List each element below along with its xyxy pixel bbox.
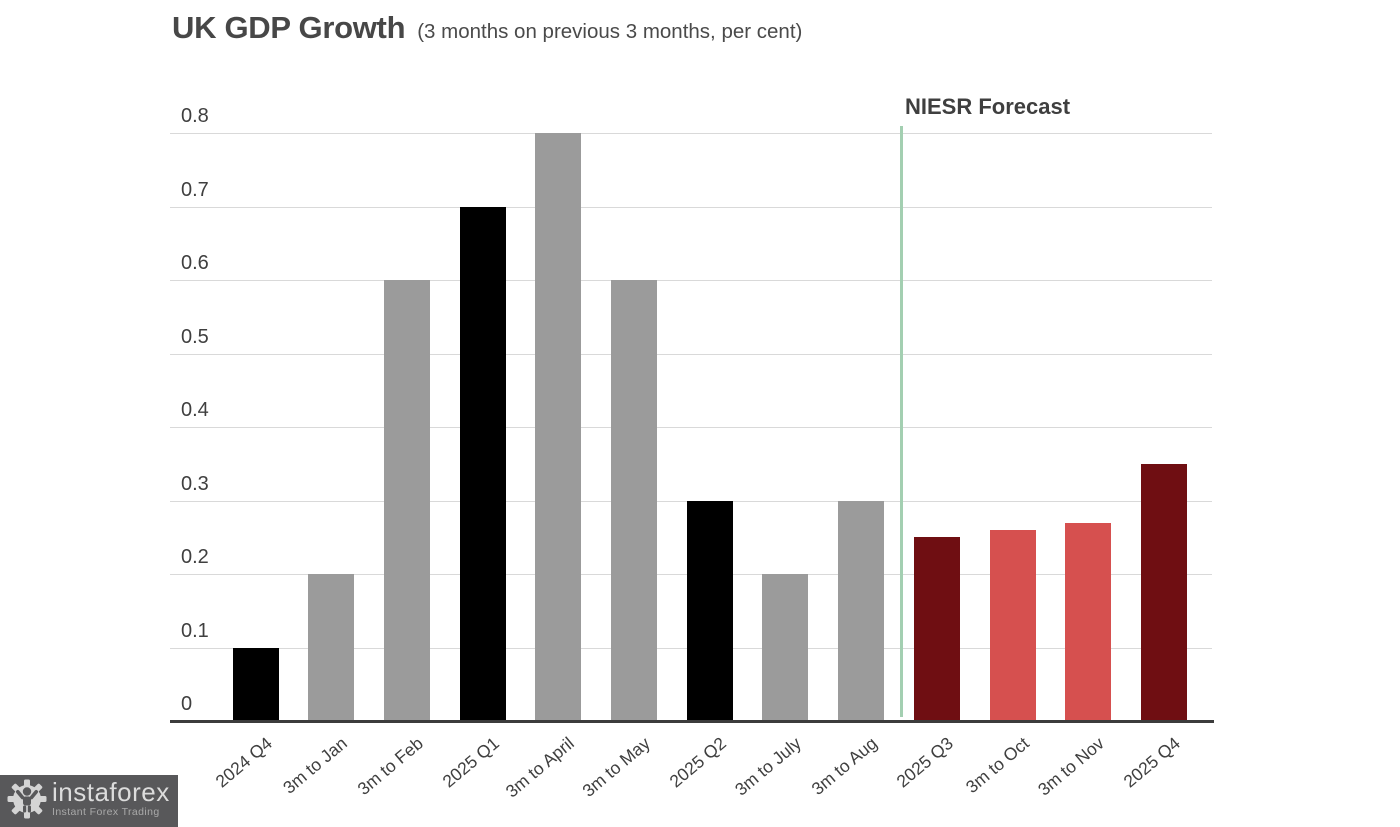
y-axis-tick-label-0: 0 (181, 693, 193, 715)
y-axis-tick-label-0.3: 0.3 (181, 472, 209, 495)
bar-2025-q2 (686, 500, 733, 721)
gridline-0.8 (170, 133, 1212, 134)
x-axis-label-3m-to-jan: 3m to Jan (279, 733, 352, 798)
y-axis-tick-label-0.6: 0.6 (181, 252, 209, 274)
bar-3m-to-july (762, 574, 809, 721)
bar-3m-to-april (535, 133, 582, 721)
y-axis-tick-label-0.4: 0.4 (181, 399, 209, 421)
gridline-0.5 (170, 353, 1212, 355)
x-axis-label-3m-to-aug: 3m to Aug (807, 733, 881, 799)
bar-2024-q4 (232, 647, 279, 721)
x-axis-label-2025-q4: 2025 Q4 (1119, 733, 1184, 792)
bar-3m-to-oct (989, 529, 1036, 721)
x-axis-label-2025-q3: 2025 Q3 (892, 733, 957, 792)
chart-subtitle: (3 months on previous 3 months, per cent… (417, 20, 803, 43)
x-axis-label-3m-to-july: 3m to July (731, 733, 806, 800)
forecast-label: NIESR Forecast (905, 94, 1071, 119)
x-axis-label-3m-to-oct: 3m to Oct (961, 733, 1033, 798)
x-axis-label-3m-to-may: 3m to May (578, 733, 654, 801)
x-axis-label-3m-to-april: 3m to April (501, 733, 579, 802)
forecast-divider-line (900, 126, 903, 717)
x-axis-label-2025-q2: 2025 Q2 (665, 733, 730, 792)
chart-title-row: UK GDP Growth (3 months on previous 3 mo… (172, 10, 802, 46)
y-axis-tick-label-0.8: 0.8 (181, 105, 209, 127)
x-axis-baseline (170, 720, 1214, 723)
gridline-0.6 (170, 280, 1212, 281)
x-axis-label-3m-to-nov: 3m to Nov (1034, 733, 1109, 800)
y-axis-tick-label-0.5: 0.5 (181, 325, 209, 348)
gear-person-icon (7, 779, 47, 824)
bar-3m-to-jan (308, 574, 355, 721)
bar-2025-q3 (913, 537, 960, 721)
gridline-0.4 (170, 427, 1212, 428)
bar-3m-to-aug (838, 500, 885, 721)
gridline-0.7 (170, 206, 1212, 208)
y-axis-tick-label-0.1: 0.1 (181, 619, 209, 642)
x-axis-label-2025-q1: 2025 Q1 (438, 733, 503, 792)
bar-3m-to-nov (1065, 522, 1112, 721)
bar-2025-q4 (1140, 463, 1187, 721)
y-axis-tick-label-0.2: 0.2 (181, 546, 209, 568)
instaforex-watermark: instaforex Instant Forex Trading (0, 775, 178, 827)
x-axis-label-2024-q4: 2024 Q4 (211, 733, 276, 792)
bar-2025-q1 (459, 206, 506, 721)
logo-brand-text: instaforex (52, 777, 170, 807)
chart-title: UK GDP Growth (172, 10, 406, 45)
bar-3m-to-feb (383, 280, 430, 721)
x-axis-label-3m-to-feb: 3m to Feb (353, 733, 427, 799)
bar-3m-to-may (611, 280, 657, 721)
y-axis-tick-label-0.7: 0.7 (181, 178, 209, 201)
logo-tagline-text: Instant Forex Trading (52, 806, 160, 818)
